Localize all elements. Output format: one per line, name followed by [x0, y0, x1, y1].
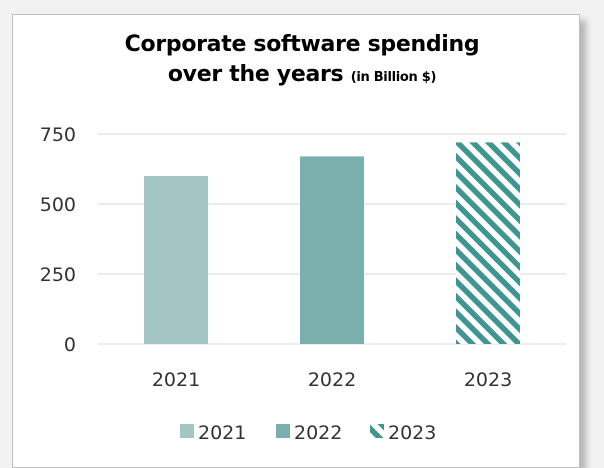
legend-label-2023: 2023	[388, 422, 436, 444]
x-tick-label-2022: 2022	[308, 369, 356, 391]
chart-title-line2-text: over the years	[167, 62, 344, 87]
bar-2023	[456, 142, 520, 344]
bar-2022	[300, 156, 364, 344]
bar-2021	[144, 176, 208, 344]
y-tick-label-250: 250	[40, 264, 76, 286]
y-tick-label-0: 0	[64, 334, 76, 356]
legend-swatch-2023	[370, 424, 384, 438]
x-tick-label-2021: 2021	[152, 369, 200, 391]
bars	[144, 142, 520, 344]
legend-swatch-2021	[180, 424, 194, 438]
chart-title-line1: Corporate software spending	[124, 32, 480, 57]
y-tick-label-750: 750	[40, 124, 76, 146]
chart-title-unit: (in Billion $)	[350, 70, 437, 85]
chart-title-line2: over the years (in Billion $)	[0, 60, 604, 93]
y-axis-ticks: 0 250 500 750	[40, 124, 76, 356]
x-axis-labels: 2021 2022 2023	[152, 369, 512, 391]
x-tick-label-2023: 2023	[464, 369, 512, 391]
legend-label-2022: 2022	[294, 422, 342, 444]
legend: 2021 2022 2023	[180, 422, 436, 444]
y-tick-label-500: 500	[40, 194, 76, 216]
legend-swatch-2022	[276, 424, 290, 438]
legend-label-2021: 2021	[198, 422, 246, 444]
chart-title: Corporate software spending over the yea…	[0, 30, 604, 93]
